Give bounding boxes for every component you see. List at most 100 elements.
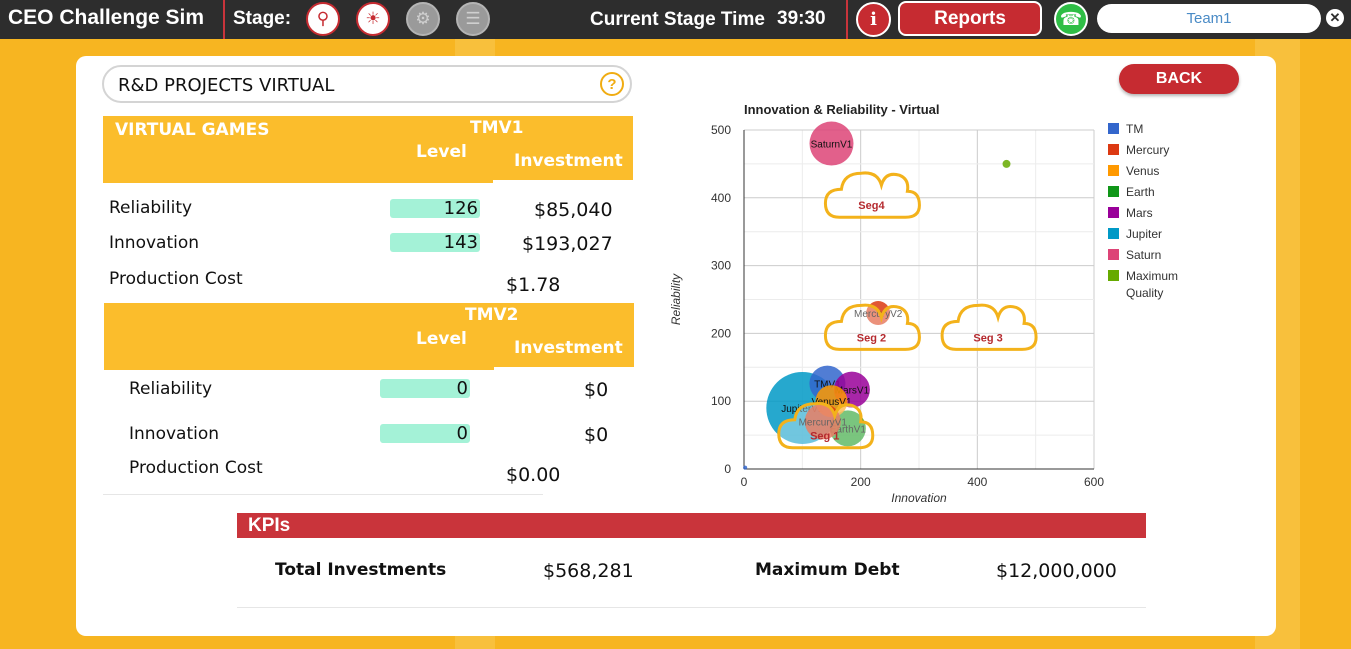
- segment-label: Seg4: [858, 200, 885, 212]
- reliability-level-field[interactable]: 126: [390, 199, 480, 218]
- section-label: VIRTUAL GAMES: [115, 120, 270, 140]
- product-label: TMV1: [470, 118, 524, 138]
- tmv2-header: TMV2 Level Investment: [104, 303, 634, 370]
- legend-label: Quality: [1126, 286, 1163, 300]
- tmv1-header: VIRTUAL GAMES TMV1 Level Investment: [103, 116, 633, 183]
- maximum-debt-value: $12,000,000: [996, 560, 1117, 582]
- y-tick-label: 100: [711, 394, 731, 408]
- reliability-label: Reliability: [129, 379, 213, 399]
- bubble-label: MercuryV1: [799, 418, 848, 429]
- x-tick-label: 400: [967, 475, 987, 489]
- legend-swatch: [1108, 207, 1119, 218]
- separator: [493, 180, 633, 183]
- bubble-label: TMV1: [814, 380, 841, 391]
- legend-swatch: [1108, 165, 1119, 176]
- y-tick-label: 500: [711, 123, 731, 137]
- innovation-reliability-chart: Innovation & Reliability - Virtual 0 200 40…: [669, 102, 1178, 505]
- bubble-label: VenusV1: [811, 397, 851, 408]
- innovation-level-field[interactable]: 143: [390, 233, 480, 252]
- main-panel: R&D PROJECTS VIRTUAL ? BACK VIRTUAL GAME…: [76, 56, 1276, 636]
- divider: [223, 0, 225, 39]
- legend-swatch: [1108, 228, 1119, 239]
- kpi-header: KPIs: [237, 513, 1146, 538]
- separator: [494, 367, 634, 370]
- reports-button[interactable]: Reports: [898, 1, 1042, 36]
- bubble: [743, 465, 748, 470]
- app-title: CEO Challenge Sim: [8, 6, 205, 29]
- bubble-label: SaturnV1: [811, 140, 853, 151]
- back-button[interactable]: BACK: [1119, 64, 1239, 94]
- product-label: TMV2: [465, 305, 519, 325]
- innovation-investment: $0: [584, 424, 609, 446]
- lightbulb-icon[interactable]: ☀: [356, 2, 390, 36]
- segment-label: Seg 1: [810, 431, 839, 443]
- close-icon[interactable]: ✕: [1326, 9, 1344, 27]
- legend-label: Saturn: [1126, 248, 1161, 262]
- production-cost-label: Production Cost: [129, 458, 263, 478]
- page-title: R&D PROJECTS VIRTUAL: [118, 75, 335, 96]
- innovation-label: Innovation: [109, 233, 200, 253]
- legend-label: Earth: [1126, 185, 1155, 199]
- legend-label: Mercury: [1126, 143, 1169, 157]
- info-icon[interactable]: i: [856, 2, 891, 37]
- divider: [846, 0, 848, 39]
- production-cost-label: Production Cost: [109, 269, 243, 289]
- gear-icon[interactable]: ⚙: [406, 2, 440, 36]
- legend-label: TM: [1126, 122, 1143, 136]
- bubble-label: EarthV1: [830, 424, 867, 435]
- stage-time-value: 39:30: [777, 8, 826, 29]
- y-tick-label: 200: [711, 326, 731, 340]
- bubble: [809, 121, 854, 166]
- x-tick-label: 600: [1084, 475, 1104, 489]
- x-axis-label: Innovation: [891, 491, 947, 505]
- segment-cloud: [777, 401, 875, 450]
- divider: [237, 607, 1146, 608]
- bubble-label: MercuryV2: [854, 309, 903, 320]
- help-icon[interactable]: ?: [600, 72, 624, 96]
- reliability-investment: $85,040: [534, 199, 613, 221]
- production-cost-value: $0.00: [506, 464, 561, 486]
- bubble: [804, 403, 841, 440]
- search-icon[interactable]: ⚲: [306, 2, 340, 36]
- y-axis-label: Reliability: [669, 273, 683, 325]
- legend-label: Maximum: [1126, 269, 1178, 283]
- whatsapp-icon[interactable]: ☎: [1054, 2, 1088, 36]
- chart-title: Innovation & Reliability - Virtual: [744, 102, 940, 117]
- legend-label: Mars: [1126, 206, 1153, 220]
- legend-label: Jupiter: [1126, 227, 1162, 241]
- level-header: Level: [416, 329, 467, 349]
- legend-swatch: [1108, 144, 1119, 155]
- investment-header: Investment: [514, 151, 623, 171]
- segment-cloud: [940, 303, 1038, 351]
- segment-cloud: [823, 303, 921, 351]
- y-tick-label: 400: [711, 191, 731, 205]
- team-field[interactable]: Team1: [1097, 4, 1321, 33]
- segment-label: Seg 3: [973, 332, 1002, 344]
- legend-swatch: [1108, 123, 1119, 134]
- level-header: Level: [416, 142, 467, 162]
- reliability-level-field[interactable]: 0: [380, 379, 470, 398]
- y-tick-label: 0: [724, 462, 731, 476]
- x-tick-label: 0: [741, 475, 748, 489]
- legend-label: Venus: [1126, 164, 1159, 178]
- top-bar: CEO Challenge Sim Stage: ⚲ ☀ ⚙ ☰ Current…: [0, 0, 1351, 39]
- legend-swatch: [1108, 186, 1119, 197]
- segment-label: Seg 2: [857, 332, 886, 344]
- document-icon[interactable]: ☰: [456, 2, 490, 36]
- divider: [103, 494, 543, 495]
- innovation-investment: $193,027: [522, 233, 613, 255]
- y-tick-label: 300: [711, 259, 731, 273]
- bubble: [1002, 159, 1011, 168]
- x-tick-label: 200: [851, 475, 871, 489]
- innovation-level-field[interactable]: 0: [380, 424, 470, 443]
- legend-swatch: [1108, 270, 1119, 281]
- reliability-label: Reliability: [109, 198, 193, 218]
- segment-cloud: [823, 171, 921, 219]
- reliability-investment: $0: [584, 379, 609, 401]
- production-cost-value: $1.78: [506, 274, 561, 296]
- stage-label: Stage:: [233, 8, 292, 29]
- investment-header: Investment: [514, 338, 623, 358]
- legend-swatch: [1108, 249, 1119, 260]
- bubble-label: JupiterV1: [781, 404, 824, 415]
- innovation-label: Innovation: [129, 424, 220, 444]
